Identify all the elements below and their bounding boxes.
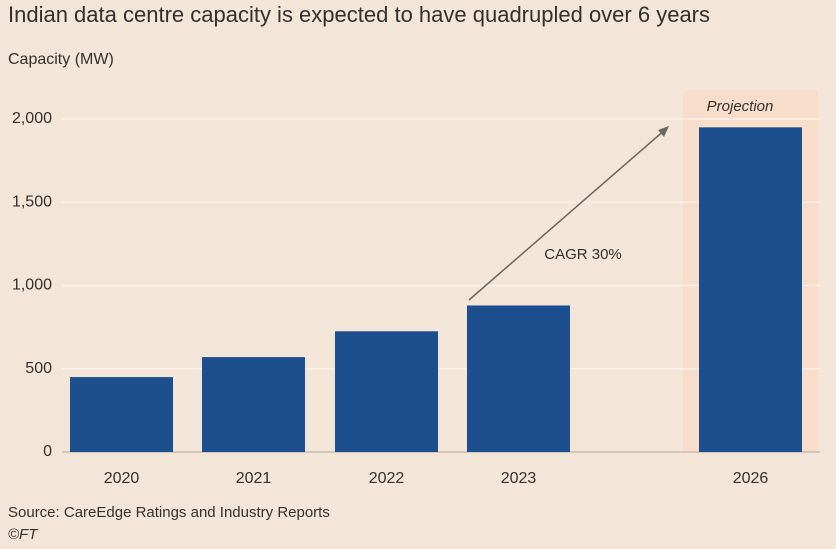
y-tick-label: 0: [43, 443, 52, 460]
x-tick-label: 2023: [501, 470, 537, 487]
source: Source: CareEdge Ratings and Industry Re…: [8, 504, 330, 521]
bar: [202, 357, 305, 452]
bar: [467, 305, 570, 452]
y-tick-label: 2,000: [12, 110, 52, 127]
y-tick-label: 1,000: [12, 277, 52, 294]
arrow-head: [658, 126, 669, 137]
annotation: CAGR 30%: [544, 246, 622, 263]
cagr-arrow: [468, 128, 667, 301]
x-tick-label: 2026: [733, 470, 769, 487]
x-tick-label: 2021: [236, 470, 272, 487]
y-tick-label: 1,500: [12, 193, 52, 210]
bar: [70, 377, 173, 452]
x-tick-label: 2020: [104, 470, 140, 487]
bar: [699, 127, 802, 452]
credit: ©FT: [8, 526, 39, 543]
y-axis-label: Capacity (MW): [8, 51, 114, 68]
y-tick-label: 500: [25, 360, 52, 377]
x-tick-label: 2022: [369, 470, 405, 487]
chart-title: Indian data centre capacity is expected …: [8, 2, 710, 27]
bar: [335, 331, 438, 452]
projection-label: Projection: [707, 98, 774, 115]
